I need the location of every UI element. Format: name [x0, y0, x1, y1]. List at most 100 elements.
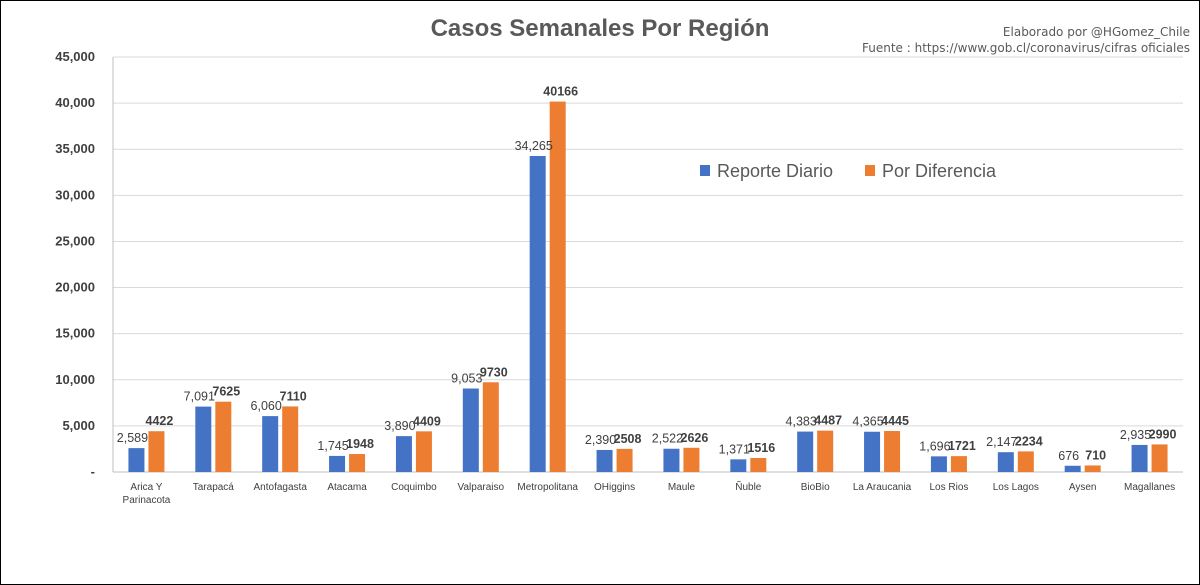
data-label: 7110 [280, 389, 307, 403]
legend-label: Reporte Diario [717, 161, 833, 181]
x-tick-label: Aysen [1069, 482, 1097, 493]
bar-por-diferencia [884, 431, 901, 472]
y-tick-label: 45,000 [55, 49, 95, 64]
data-label: 6,060 [251, 399, 282, 413]
x-tick-label: Arica Y [130, 482, 162, 493]
bar-por-diferencia [1084, 465, 1101, 472]
bar-por-diferencia [683, 447, 700, 472]
y-tick-label: 5,000 [62, 418, 95, 433]
bar-reporte-diario [797, 431, 814, 472]
data-label: 2508 [614, 432, 642, 446]
bar-por-diferencia [482, 382, 499, 472]
x-tick-label: Tarapacá [193, 482, 235, 493]
chart-credit: Elaborado por @HGomez_Chile [1003, 25, 1190, 39]
data-label: 3,890 [384, 419, 415, 433]
x-tick-label: Magallanes [1124, 482, 1175, 493]
data-label: 1721 [948, 439, 976, 453]
bar-reporte-diario [329, 455, 346, 472]
data-label: 710 [1085, 448, 1106, 462]
data-label: 40166 [543, 85, 578, 99]
bar-reporte-diario [262, 416, 279, 472]
data-label: 9,053 [451, 372, 482, 386]
bar-reporte-diario [730, 459, 747, 472]
data-label: 7,091 [184, 390, 215, 404]
bar-reporte-diario [462, 388, 479, 472]
bar-reporte-diario [930, 456, 947, 472]
bar-por-diferencia [549, 101, 566, 472]
data-label: 2,390 [585, 433, 616, 447]
legend-label: Por Diferencia [882, 161, 997, 181]
legend-swatch [865, 165, 875, 176]
bar-reporte-diario [395, 436, 412, 472]
bar-por-diferencia [616, 448, 633, 472]
bar-reporte-diario [663, 448, 680, 472]
data-label: 2,935 [1120, 428, 1151, 442]
chart-title: Casos Semanales Por Región [431, 15, 770, 42]
data-label: 1,371 [719, 442, 750, 456]
data-label: 2990 [1149, 427, 1177, 441]
data-label: 7625 [212, 385, 240, 399]
data-label: 2,522 [652, 432, 683, 446]
bar-reporte-diario [997, 452, 1014, 472]
bar-por-diferencia [349, 454, 366, 472]
data-label: 4422 [146, 414, 174, 428]
bar-reporte-diario [1064, 465, 1081, 472]
bar-por-diferencia [1151, 444, 1168, 472]
chart-source: Fuente : https://www.gob.cl/coronavirus/… [862, 41, 1190, 55]
x-tick-label: Valparaiso [458, 482, 505, 493]
data-label: 2,589 [117, 431, 148, 445]
bar-por-diferencia [282, 406, 299, 472]
bar-por-diferencia [1017, 451, 1034, 472]
x-tick-label: Atacama [327, 482, 367, 493]
x-tick-label: La Araucania [853, 482, 912, 493]
x-tick-label: Antofagasta [254, 482, 308, 493]
data-label: 2234 [1015, 434, 1043, 448]
bar-reporte-diario [1131, 444, 1148, 472]
x-tick-label: Los Rios [929, 482, 968, 493]
y-tick-label: 15,000 [55, 326, 95, 341]
data-label: 2626 [681, 431, 709, 445]
x-tick-label: Metropolitana [517, 482, 578, 493]
data-label: 2,147 [986, 435, 1017, 449]
bar-reporte-diario [864, 431, 881, 472]
bar-por-diferencia [750, 458, 767, 472]
data-label: 9730 [480, 365, 508, 379]
y-tick-label: - [91, 464, 95, 479]
bar-reporte-diario [128, 448, 145, 472]
y-tick-label: 35,000 [55, 141, 95, 156]
bar-reporte-diario [529, 156, 546, 472]
x-tick-label: OHiggins [594, 482, 635, 493]
x-tick-label: Ñuble [735, 480, 762, 493]
data-label: 4445 [881, 414, 909, 428]
bar-por-diferencia [215, 401, 232, 472]
bar-por-diferencia [817, 430, 834, 472]
data-label: 34,265 [515, 139, 553, 153]
data-label: 4487 [814, 414, 842, 428]
x-tick-label: BioBio [801, 482, 830, 493]
x-tick-label: Parinacota [123, 495, 171, 506]
x-tick-label: Coquimbo [391, 482, 437, 493]
data-label: 4,365 [852, 415, 883, 429]
y-tick-label: 30,000 [55, 187, 95, 202]
x-tick-label: Los Lagos [993, 482, 1039, 493]
data-label: 1,696 [919, 439, 950, 453]
bar-reporte-diario [195, 406, 212, 472]
y-tick-label: 20,000 [55, 280, 95, 295]
data-label: 4409 [413, 414, 441, 428]
bar-por-diferencia [415, 431, 432, 472]
data-label: 1,745 [317, 439, 348, 453]
bar-por-diferencia [950, 456, 967, 472]
y-tick-label: 40,000 [55, 95, 95, 110]
data-label: 1516 [747, 441, 775, 455]
bar-por-diferencia [148, 431, 165, 472]
y-tick-label: 25,000 [55, 233, 95, 248]
data-label: 676 [1058, 449, 1079, 463]
data-label: 1948 [346, 437, 374, 451]
bar-reporte-diario [596, 449, 613, 472]
y-tick-label: 10,000 [55, 372, 95, 387]
x-tick-label: Maule [668, 482, 696, 493]
data-label: 4,383 [786, 415, 817, 429]
legend-swatch [700, 165, 710, 176]
